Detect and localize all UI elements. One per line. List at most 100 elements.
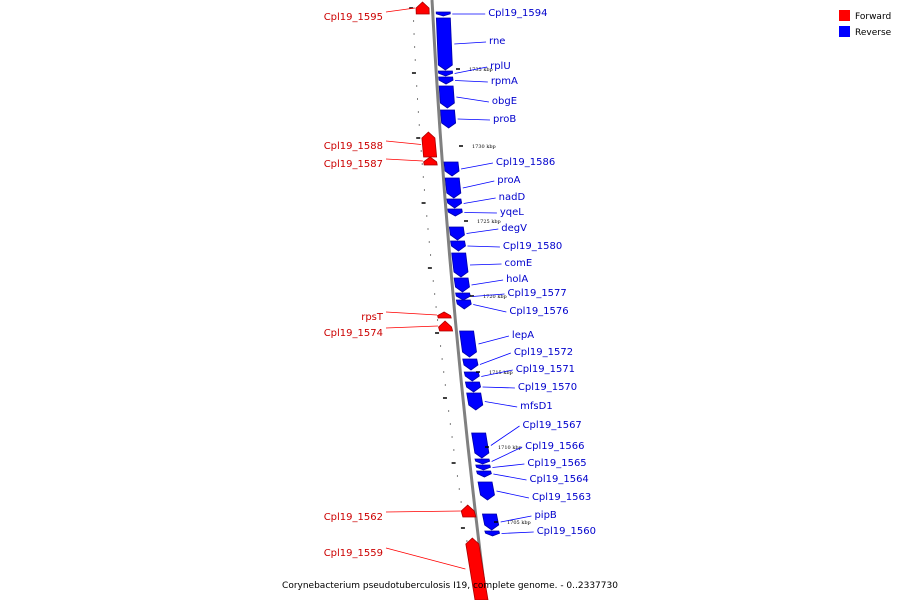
reverse-gene-cpl19-1560[interactable]: [484, 530, 501, 537]
leader-line: [478, 335, 510, 345]
reverse-gene-cpl19-1577[interactable]: [455, 292, 471, 301]
gene-label-hola[interactable]: holA: [506, 274, 528, 285]
gene-label-cpl19-1567[interactable]: Cpl19_1567: [523, 420, 582, 431]
gene-label-cpl19-1572[interactable]: Cpl19_1572: [514, 347, 573, 358]
gene-label-cpl19-1562[interactable]: Cpl19_1562: [324, 512, 383, 523]
leader-line: [385, 140, 422, 145]
gene-label-obge[interactable]: obgE: [492, 96, 517, 107]
gene-label-cpl19-1564[interactable]: Cpl19_1564: [530, 474, 589, 485]
gene-label-come[interactable]: comE: [505, 258, 533, 269]
gene-label-cpl19-1559[interactable]: Cpl19_1559: [324, 548, 383, 559]
scale-label: 1710 kbp: [498, 445, 522, 451]
forward-gene-cpl19-1588[interactable]: [421, 131, 438, 158]
reverse-gene-cpl19-1580[interactable]: [450, 240, 466, 252]
gene-label-prob[interactable]: proB: [493, 114, 516, 125]
leader-line: [462, 180, 495, 189]
forward-gene-cpl19-1587[interactable]: [423, 156, 438, 166]
gene-label-rpma[interactable]: rpmA: [491, 76, 518, 87]
reverse-gene-prob[interactable]: [440, 109, 457, 129]
gene-label-lepa[interactable]: lepA: [512, 330, 534, 341]
reverse-gene-cpl19-1563[interactable]: [477, 481, 495, 501]
forward-gene-cpl19-1559[interactable]: [465, 537, 489, 600]
legend-forward-swatch: [839, 10, 850, 21]
tick-marks: [409, 7, 474, 581]
leader-line: [491, 446, 523, 462]
reverse-gene-nadd[interactable]: [446, 198, 463, 209]
gene-label-cpl19-1576[interactable]: Cpl19_1576: [509, 306, 568, 317]
gene-label-cpl19-1560[interactable]: Cpl19_1560: [537, 526, 596, 537]
gene-label-cpl19-1571[interactable]: Cpl19_1571: [516, 364, 575, 375]
gene-label-rne[interactable]: rne: [489, 36, 505, 47]
reverse-gene-cpl19-1576[interactable]: [455, 299, 472, 310]
forward-gene-rpst[interactable]: [437, 311, 452, 319]
leader-line: [473, 304, 507, 313]
gene-label-yqel[interactable]: yqeL: [500, 207, 524, 218]
leader-line: [463, 197, 496, 204]
legend: Forward Reverse: [839, 10, 892, 38]
reverse-gene-cpl19-1564[interactable]: [476, 470, 492, 478]
leader-line: [484, 401, 518, 408]
leader-line: [472, 293, 505, 297]
reverse-gene-proa[interactable]: [444, 177, 462, 199]
legend-reverse-swatch: [839, 26, 850, 37]
legend-forward-label: Forward: [855, 12, 891, 22]
gene-features: [415, 1, 501, 600]
gene-label-cpl19-1565[interactable]: Cpl19_1565: [527, 458, 586, 469]
leader-line: [493, 473, 527, 481]
forward-gene-cpl19-1595[interactable]: [415, 1, 430, 15]
reverse-gene-mfsd1[interactable]: [466, 392, 484, 411]
leader-line: [490, 425, 520, 446]
reverse-gene-cpl19-1586[interactable]: [443, 161, 460, 177]
gene-label-proa[interactable]: proA: [497, 175, 520, 186]
gene-label-cpl19-1580[interactable]: Cpl19_1580: [503, 241, 562, 252]
forward-gene-cpl19-1574[interactable]: [438, 320, 454, 332]
gene-labels: Cpl19_1595 Cpl19_1588 Cpl19_1587 rpsT Cpl19_…: [324, 7, 596, 570]
leader-line: [385, 547, 466, 570]
reverse-gene-come[interactable]: [451, 252, 469, 278]
gene-label-cpl19-1563[interactable]: Cpl19_1563: [532, 492, 591, 503]
gene-label-cpl19-1566[interactable]: Cpl19_1566: [525, 441, 584, 452]
gene-label-mfsd1[interactable]: mfsD1: [520, 401, 553, 412]
leader-line: [481, 369, 513, 377]
gene-label-cpl19-1570[interactable]: Cpl19_1570: [518, 382, 577, 393]
reverse-gene-cpl19-1567[interactable]: [471, 432, 490, 459]
scale-label: 1705 kbp: [507, 520, 531, 526]
reverse-gene-obge[interactable]: [438, 85, 455, 109]
leader-line: [385, 311, 438, 316]
gene-label-rplu[interactable]: rplU: [490, 61, 511, 72]
gene-label-cpl19-1595[interactable]: Cpl19_1595: [324, 12, 383, 23]
reverse-gene-cpl19-1570[interactable]: [464, 381, 482, 393]
gene-label-cpl19-1587[interactable]: Cpl19_1587: [324, 159, 383, 170]
gene-label-cpl19-1594[interactable]: Cpl19_1594: [488, 8, 547, 19]
reverse-gene-degv[interactable]: [448, 226, 465, 241]
gene-label-nadd[interactable]: nadD: [499, 192, 526, 203]
leader-line: [500, 515, 532, 523]
gene-label-degv[interactable]: degV: [501, 223, 527, 234]
gene-label-cpl19-1586[interactable]: Cpl19_1586: [496, 157, 555, 168]
reverse-gene-cpl19-1572[interactable]: [462, 358, 479, 371]
scale-label: 1730 kbp: [472, 144, 496, 150]
reverse-gene-pipb[interactable]: [481, 513, 500, 531]
reverse-gene-lepa[interactable]: [459, 330, 477, 358]
reverse-gene-hola[interactable]: [453, 277, 470, 293]
reverse-gene-rpma[interactable]: [438, 76, 454, 85]
gene-label-pipb[interactable]: pipB: [534, 510, 556, 521]
reverse-gene-rne[interactable]: [435, 17, 453, 71]
gene-label-cpl19-1588[interactable]: Cpl19_1588: [324, 141, 383, 152]
reverse-gene-yqel[interactable]: [447, 208, 463, 217]
reverse-gene-rplu[interactable]: [437, 70, 454, 77]
reverse-gene-cpl19-1571[interactable]: [463, 371, 480, 382]
leader-line: [479, 352, 511, 365]
leader-line: [454, 41, 487, 45]
gene-label-cpl19-1577[interactable]: Cpl19_1577: [507, 288, 566, 299]
reverse-gene-cpl19-1565[interactable]: [475, 464, 491, 471]
reverse-gene-cpl19-1594[interactable]: [435, 11, 451, 17]
gene-label-cpl19-1574[interactable]: Cpl19_1574: [324, 328, 383, 339]
leader-line: [456, 96, 489, 103]
forward-gene-cpl19-1562[interactable]: [460, 504, 477, 518]
reverse-gene-cpl19-1566[interactable]: [474, 458, 491, 465]
gene-label-rpst[interactable]: rpsT: [361, 312, 384, 323]
leader-line: [482, 386, 515, 389]
scale-label: 1735 kbp: [469, 67, 493, 73]
